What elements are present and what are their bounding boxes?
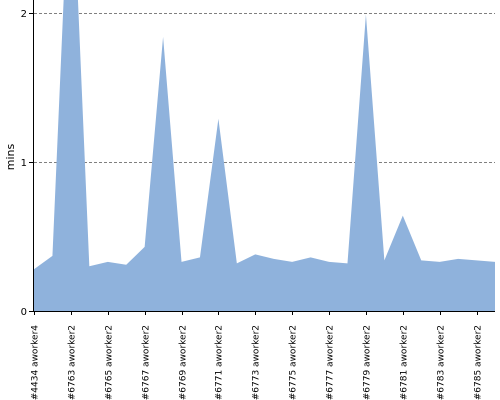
x-tick-label: #6777 aworker2 (326, 325, 336, 400)
x-tick-label: #6771 aworker2 (215, 325, 225, 400)
x-tick-label: #6773 aworker2 (252, 325, 262, 400)
x-tick-label: #6785 aworker2 (474, 325, 484, 400)
axes (33, 0, 495, 312)
x-tick-label: #6779 aworker2 (363, 325, 373, 400)
x-tick-label: #4434 aworker4 (31, 325, 41, 400)
x-tick-label: #6781 aworker2 (400, 325, 410, 400)
x-tick-label: #6783 aworker2 (437, 325, 447, 400)
x-tick-label: #6763 aworker2 (68, 325, 78, 400)
x-tick-label: #6775 aworker2 (289, 325, 299, 400)
x-tick-label: #6767 aworker2 (142, 325, 152, 400)
y-axis-title: mins (4, 143, 17, 170)
series-area (34, 0, 495, 311)
gridlines (34, 13, 495, 163)
y-tick-label: 1 (21, 158, 27, 169)
x-tick-labels: #4434 aworker4 #6763 aworker2 #6765 aworke… (31, 311, 484, 400)
y-ticks: 0 1 2 (21, 9, 34, 318)
y-tick-label: 2 (21, 9, 27, 20)
x-tick-label: #6765 aworker2 (105, 325, 115, 400)
x-tick-label: #6769 aworker2 (179, 325, 189, 400)
y-tick-label: 0 (21, 307, 27, 318)
